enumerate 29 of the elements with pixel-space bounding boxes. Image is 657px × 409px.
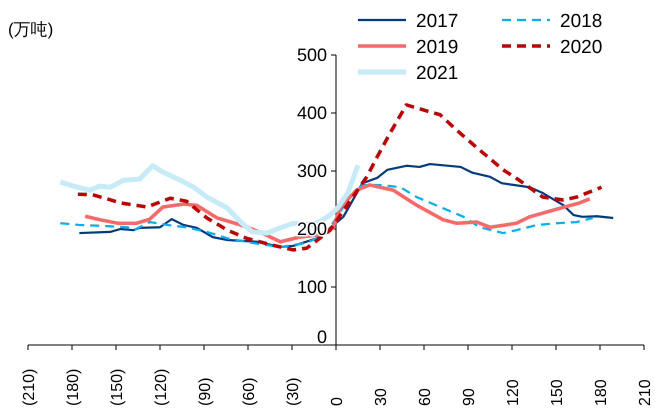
x-tick-label: 60 [417, 388, 434, 406]
legend-label: 2017 [416, 11, 458, 32]
x-tick-label: 150 [549, 379, 566, 406]
x-tick-label: 180 [593, 379, 610, 406]
legend-label: 2019 [416, 37, 458, 58]
x-tick-label: 30 [373, 388, 390, 406]
y-tick-label: 100 [296, 277, 327, 297]
line-series [76, 103, 604, 252]
x-tick-label: (180) [65, 368, 82, 406]
x-tick-label: (120) [153, 368, 170, 406]
x-tick-label: (60) [241, 378, 258, 406]
x-tick-label: (90) [197, 378, 214, 406]
legend-label: 2020 [560, 37, 602, 58]
x-tick-label: 90 [461, 388, 478, 406]
y-tick-label: 500 [296, 45, 327, 65]
x-tick-label: (30) [285, 378, 302, 406]
y-tick-label: 200 [296, 219, 327, 239]
x-tick-label: (210) [21, 368, 38, 406]
y-tick-label: 0 [316, 327, 327, 347]
y-axis-title: (万吨) [8, 20, 54, 39]
y-tick-label: 300 [296, 161, 327, 181]
line-series [78, 162, 614, 248]
legend-label: 2021 [416, 63, 458, 84]
x-tick-label: 120 [505, 379, 522, 406]
x-tick-label: 210 [637, 379, 654, 406]
x-tick-label: (150) [109, 368, 126, 406]
y-tick-label: 400 [296, 103, 327, 123]
legend-label: 2018 [560, 11, 602, 32]
x-tick-label: 0 [329, 397, 346, 406]
